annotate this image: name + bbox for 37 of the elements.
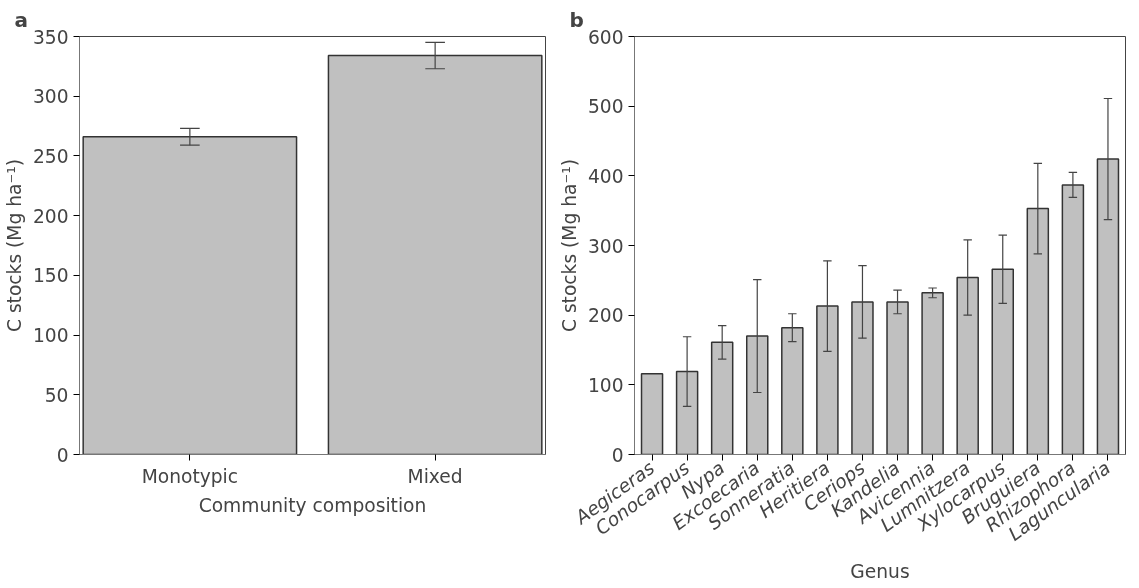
y-tick-label: 400	[587, 165, 624, 187]
bar	[886, 301, 909, 455]
y-tick-label: 300	[32, 86, 69, 108]
y-tick-label: 150	[32, 265, 69, 287]
bar	[710, 341, 734, 455]
y-tick-label: 200	[587, 305, 624, 327]
bar	[781, 326, 804, 455]
bar	[1026, 207, 1050, 455]
y-tick-label: 500	[587, 96, 624, 118]
bar	[921, 292, 944, 455]
bar	[1096, 158, 1120, 455]
x-tick-label: Mixed	[407, 465, 463, 487]
y-tick-label: 600	[587, 26, 624, 48]
y-tick-label: 100	[587, 374, 624, 396]
bar	[675, 370, 699, 455]
bar	[991, 268, 1015, 455]
y-axis-title: C stocks (Mg ha⁻¹)	[558, 158, 580, 333]
y-tick-label: 50	[44, 384, 69, 406]
y-tick-label: 350	[32, 26, 69, 48]
bar	[816, 305, 839, 455]
x-axis-title: Community composition	[198, 494, 427, 516]
y-tick-label: 300	[587, 235, 624, 257]
x-tick-label: Monotypic	[141, 465, 239, 487]
y-tick-label: 200	[32, 205, 69, 227]
x-axis-title: Genus	[850, 561, 910, 583]
y-tick-label: 0	[56, 444, 69, 466]
y-axis-title: C stocks (Mg ha⁻¹)	[3, 158, 25, 333]
y-tick-label: 250	[32, 145, 69, 167]
chart-title: b	[569, 7, 584, 32]
bar	[640, 372, 664, 455]
chart-title: a	[14, 7, 28, 32]
bar	[745, 335, 769, 455]
bar	[851, 301, 874, 455]
bar	[1061, 184, 1085, 455]
bar	[956, 276, 979, 455]
y-tick-label: 100	[32, 325, 69, 347]
y-tick-label: 0	[611, 444, 624, 466]
